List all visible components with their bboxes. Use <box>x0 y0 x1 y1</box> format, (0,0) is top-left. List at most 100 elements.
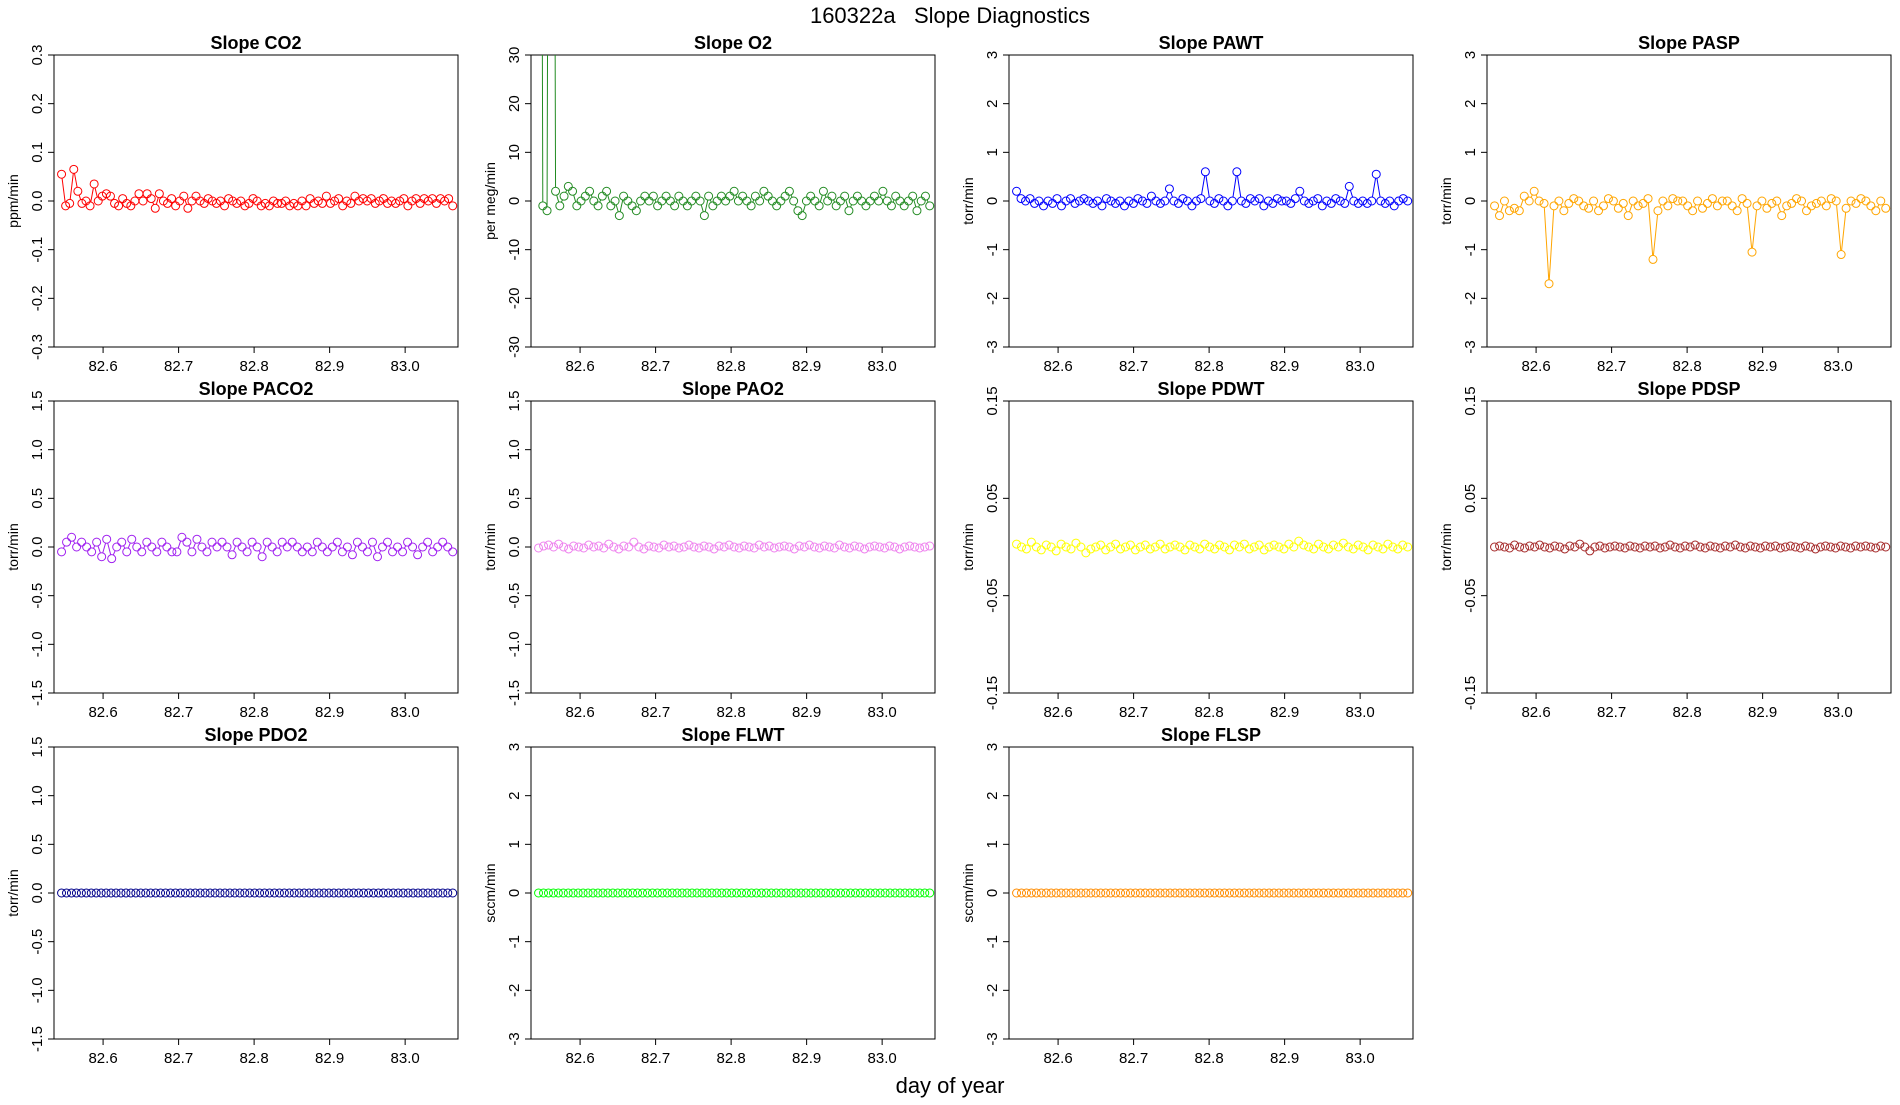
data-point <box>1358 888 1368 898</box>
panel-slope-pawt: Slope PAWT 82.6 82.7 82.8 82.9 83.0 -3 -2 -1 0 1 2 3… <box>960 33 1414 375</box>
data-point <box>413 888 423 898</box>
data-point <box>1170 888 1180 898</box>
data-point <box>1393 888 1403 898</box>
series-segment <box>184 199 188 205</box>
x-tick-label: 82.8 <box>240 1050 269 1067</box>
data-point <box>1343 888 1353 898</box>
data-point <box>372 552 382 562</box>
data-point <box>1353 540 1363 550</box>
data-point <box>584 540 594 550</box>
data-point <box>1668 194 1678 204</box>
data-point <box>769 543 779 553</box>
data-point <box>780 191 790 201</box>
y-tick-label: 0.0 <box>506 537 523 558</box>
x-tick-label: 82.8 <box>1673 358 1702 375</box>
data-point <box>1249 888 1259 898</box>
data-point <box>247 537 257 547</box>
data-point <box>1331 194 1341 204</box>
data-point <box>1096 888 1106 898</box>
data-point <box>1259 888 1269 898</box>
data-point <box>89 179 99 189</box>
data-point <box>1304 888 1314 898</box>
data-point <box>1125 888 1135 898</box>
data-point <box>1224 888 1234 898</box>
data-point <box>398 888 408 898</box>
y-axis-label: torr/min <box>5 869 21 916</box>
data-point <box>1362 198 1372 208</box>
data-point <box>1272 194 1282 204</box>
x-tick-label: 82.7 <box>1597 358 1626 375</box>
data-point <box>857 196 867 206</box>
data-point <box>733 196 743 206</box>
data-point <box>1034 196 1044 206</box>
data-point <box>1140 888 1150 898</box>
data-point <box>704 542 714 552</box>
y-tick-label: -1.5 <box>506 680 523 706</box>
data-point <box>220 201 230 211</box>
data-point <box>191 191 201 201</box>
data-point <box>801 196 811 206</box>
data-point <box>339 888 349 898</box>
data-point <box>895 196 905 206</box>
y-tick-label: -1 <box>506 935 523 948</box>
data-point <box>593 888 603 898</box>
y-tick-label: -0.05 <box>984 579 1001 613</box>
y-tick-label: -2 <box>984 292 1001 305</box>
data-point <box>1344 181 1354 191</box>
data-point <box>1229 888 1239 898</box>
data-point <box>724 540 734 550</box>
data-point <box>91 888 101 898</box>
series-segment <box>1371 178 1377 198</box>
data-point <box>428 888 438 898</box>
data-point <box>1074 196 1084 206</box>
data-point <box>554 539 564 549</box>
data-point <box>1625 541 1635 551</box>
data-point <box>1730 540 1740 550</box>
data-point <box>806 191 816 201</box>
data-point <box>1012 539 1022 549</box>
data-point <box>614 211 624 221</box>
data-point <box>1160 888 1170 898</box>
data-point <box>789 196 799 206</box>
data-point <box>362 547 372 557</box>
data-point <box>1076 888 1086 898</box>
series-segment <box>90 187 94 203</box>
data-point <box>890 888 900 898</box>
x-tick-label: 82.7 <box>164 1050 193 1067</box>
y-tick-label: 3 <box>984 743 1001 751</box>
data-point <box>543 888 553 898</box>
data-point <box>860 544 870 554</box>
data-point <box>1574 196 1584 206</box>
data-point <box>669 541 679 551</box>
data-point <box>383 537 393 547</box>
data-point <box>1088 198 1098 208</box>
data-point <box>1732 206 1742 216</box>
data-point <box>1335 196 1345 206</box>
data-point <box>672 888 682 898</box>
data-point <box>717 888 727 898</box>
data-point <box>885 541 895 551</box>
data-point <box>207 537 217 547</box>
data-point <box>1319 888 1329 898</box>
data-point <box>1326 198 1336 208</box>
data-point <box>1398 540 1408 550</box>
data-point <box>111 888 121 898</box>
y-tick-label: 2 <box>984 791 1001 799</box>
data-point <box>839 542 849 552</box>
data-point <box>689 542 699 552</box>
data-point <box>1620 543 1630 553</box>
data-point <box>1525 541 1535 551</box>
panel-title: Slope PAO2 <box>682 379 784 399</box>
data-point <box>604 539 614 549</box>
data-point <box>1376 196 1386 206</box>
y-tick-label: -0.5 <box>506 583 523 609</box>
data-point <box>287 537 297 547</box>
panel-title: Slope PACO2 <box>199 379 314 399</box>
data-point <box>797 211 807 221</box>
data-point <box>329 888 339 898</box>
data-point <box>786 888 796 898</box>
data-point <box>1030 198 1040 208</box>
data-layer <box>534 537 935 554</box>
y-tick-label: 30 <box>506 47 523 64</box>
data-point <box>549 542 559 552</box>
